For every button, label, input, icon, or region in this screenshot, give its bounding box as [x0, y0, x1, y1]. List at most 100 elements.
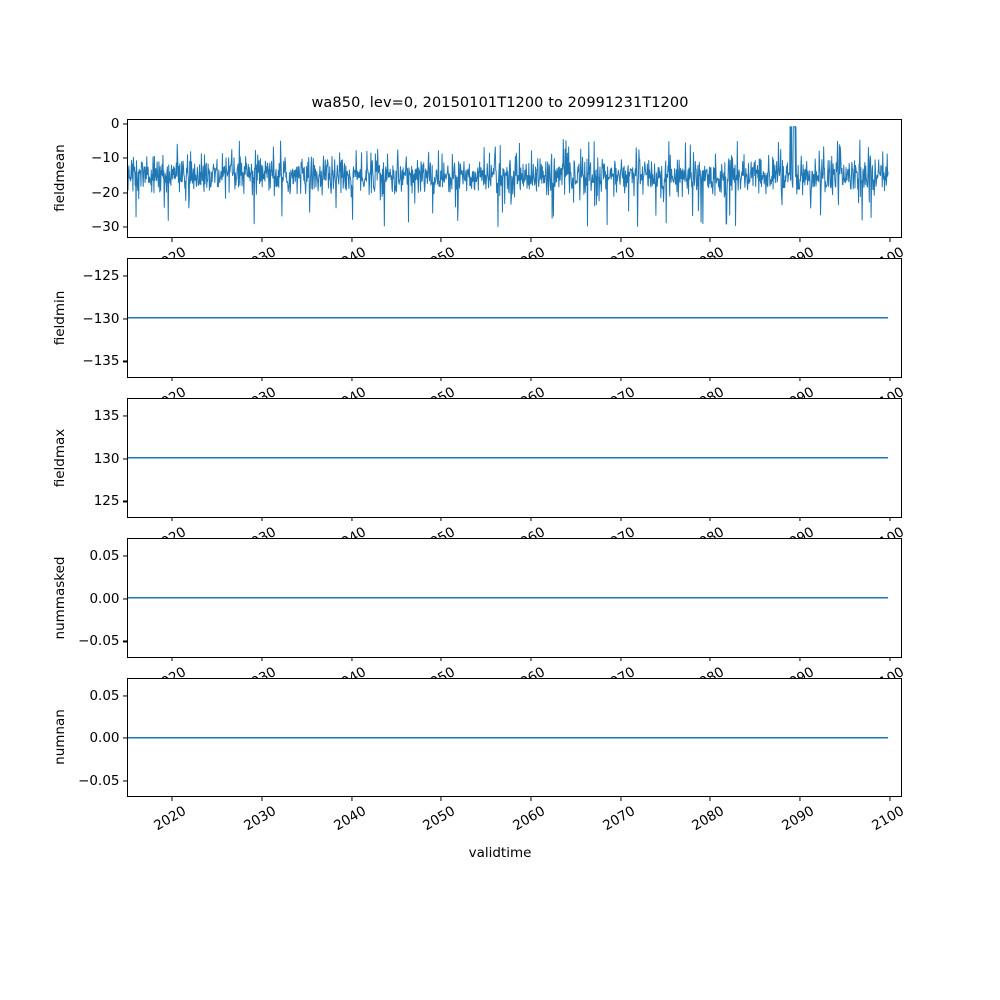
y-tick-mark-fieldmean-1 — [123, 157, 128, 159]
x-tick-mark-fieldmax-8 — [889, 516, 891, 521]
y-tick-mark-nummasked-2 — [123, 640, 128, 642]
x-tick-mark-fieldmin-2 — [351, 376, 353, 381]
y-axis-label-numnan: numnan — [51, 709, 68, 766]
x-tick-mark-numnan-4 — [530, 796, 532, 801]
x-tick-mark-fieldmin-4 — [530, 376, 532, 381]
series-line-fieldmax — [127, 456, 888, 459]
x-tick-mark-nummasked-7 — [799, 656, 801, 661]
plot-area-fieldmean — [127, 120, 902, 238]
x-tick-mark-fieldmean-2 — [351, 237, 353, 242]
y-tick-mark-fieldmin-0 — [123, 275, 128, 277]
x-tick-mark-nummasked-0 — [171, 656, 173, 661]
x-tick-mark-fieldmean-1 — [261, 237, 263, 242]
x-tick-mark-nummasked-1 — [261, 656, 263, 661]
x-tick-mark-fieldmax-0 — [171, 516, 173, 521]
y-tick-mark-numnan-0 — [123, 695, 128, 697]
x-tick-mark-fieldmin-3 — [440, 376, 442, 381]
x-tick-mark-fieldmin-0 — [171, 376, 173, 381]
y-tick-label-fieldmean-1: −10 — [91, 150, 120, 167]
x-tick-mark-fieldmean-6 — [709, 237, 711, 242]
series-line-fieldmean — [127, 125, 889, 227]
x-tick-label-numnan-2: 2040 — [330, 803, 369, 835]
subplot-fieldmax: 135130125fieldmax20202030204020502060207… — [52, 398, 907, 555]
x-tick-mark-numnan-1 — [261, 796, 263, 801]
plot-area-nummasked — [127, 539, 902, 657]
series-line-numnan — [127, 736, 888, 739]
subplot-nummasked: 0.050.00−0.05nummasked202020302040205020… — [52, 538, 907, 695]
x-tick-mark-nummasked-4 — [530, 656, 532, 661]
x-tick-mark-fieldmax-5 — [620, 516, 622, 521]
y-tick-mark-fieldmean-0 — [123, 123, 128, 125]
x-tick-mark-fieldmean-3 — [440, 237, 442, 242]
x-tick-mark-nummasked-3 — [440, 656, 442, 661]
y-tick-label-fieldmean-0: 0 — [110, 115, 120, 132]
plot-area-fieldmax — [127, 399, 902, 517]
series-line-nummasked — [127, 596, 888, 599]
y-axis-label-fieldmin: fieldmin — [51, 290, 68, 346]
x-tick-mark-numnan-0 — [171, 796, 173, 801]
y-tick-mark-fieldmin-2 — [123, 360, 128, 362]
x-tick-mark-fieldmin-6 — [709, 376, 711, 381]
x-tick-label-numnan-3: 2050 — [420, 803, 459, 835]
x-tick-label-numnan-6: 2080 — [689, 803, 728, 835]
x-tick-mark-nummasked-5 — [620, 656, 622, 661]
x-tick-mark-fieldmax-1 — [261, 516, 263, 521]
y-tick-label-fieldmin-0: −125 — [82, 268, 120, 285]
y-tick-mark-fieldmax-0 — [123, 415, 128, 417]
y-tick-mark-fieldmin-1 — [123, 318, 128, 320]
subplot-numnan: 0.05 0.00 −0.05 numnan 2020 2030 2040 2050 2060 2… — [52, 677, 907, 834]
y-tick-label-fieldmean-3: −30 — [91, 218, 120, 235]
x-axis-label: validtime — [468, 845, 532, 861]
x-tick-mark-numnan-3 — [440, 796, 442, 801]
y-tick-label-fieldmax-0: 135 — [93, 408, 120, 425]
x-tick-label-numnan-8: 2100 — [868, 803, 907, 835]
x-tick-mark-numnan-5 — [620, 796, 622, 801]
y-tick-mark-nummasked-0 — [123, 555, 128, 557]
y-tick-label-fieldmax-1: 130 — [93, 450, 120, 467]
x-tick-mark-fieldmean-8 — [889, 237, 891, 242]
x-tick-mark-fieldmin-7 — [799, 376, 801, 381]
y-tick-label-fieldmax-2: 125 — [93, 493, 120, 510]
x-tick-mark-numnan-6 — [709, 796, 711, 801]
x-tick-label-numnan-7: 2090 — [779, 803, 817, 835]
x-tick-mark-fieldmean-7 — [799, 237, 801, 242]
x-tick-label-numnan-5: 2070 — [599, 803, 638, 835]
x-tick-mark-fieldmin-5 — [620, 376, 622, 381]
y-tick-mark-numnan-1 — [123, 737, 128, 739]
x-tick-mark-numnan-8 — [889, 796, 891, 801]
y-tick-mark-fieldmean-2 — [123, 191, 128, 194]
y-tick-mark-fieldmean-3 — [123, 226, 128, 228]
plot-area-numnan — [127, 679, 902, 797]
x-tick-mark-fieldmax-3 — [440, 516, 442, 521]
y-tick-label-numnan-2: −0.05 — [78, 772, 120, 789]
y-tick-mark-numnan-2 — [123, 780, 128, 782]
y-tick-label-nummasked-2: −0.05 — [78, 633, 120, 650]
x-tick-mark-fieldmean-4 — [530, 237, 532, 242]
x-tick-mark-nummasked-2 — [351, 656, 353, 661]
x-tick-mark-numnan-2 — [351, 796, 353, 801]
y-tick-label-nummasked-0: 0.05 — [89, 548, 120, 565]
y-tick-label-nummasked-1: 0.00 — [89, 590, 120, 607]
x-tick-mark-fieldmin-1 — [261, 376, 263, 381]
x-tick-label-numnan-1: 2030 — [241, 803, 279, 835]
x-tick-mark-fieldmean-5 — [620, 237, 622, 242]
y-tick-label-numnan-1: 0.00 — [89, 730, 120, 747]
x-tick-mark-fieldmax-6 — [709, 516, 711, 521]
x-tick-mark-nummasked-8 — [889, 656, 891, 661]
y-tick-mark-nummasked-1 — [123, 598, 128, 600]
x-tick-label-numnan-4: 2060 — [510, 803, 548, 835]
x-tick-mark-fieldmean-0 — [171, 237, 173, 242]
y-tick-label-numnan-0: 0.05 — [89, 687, 120, 704]
x-tick-mark-fieldmax-4 — [530, 516, 532, 521]
x-tick-mark-numnan-7 — [799, 796, 801, 801]
y-axis-label-fieldmean: fieldmean — [51, 144, 68, 212]
y-axis-label-nummasked: nummasked — [51, 556, 68, 640]
y-tick-label-fieldmean-2: −20 — [91, 184, 120, 201]
y-tick-mark-fieldmax-2 — [123, 500, 128, 502]
x-tick-mark-nummasked-6 — [709, 656, 711, 661]
x-tick-mark-fieldmax-7 — [799, 516, 801, 521]
y-tick-label-fieldmin-2: −135 — [82, 353, 120, 370]
subplot-fieldmean: 0−10−20−30fieldmean202020302040205020602… — [52, 116, 907, 275]
y-axis-label-fieldmax: fieldmax — [51, 428, 68, 488]
